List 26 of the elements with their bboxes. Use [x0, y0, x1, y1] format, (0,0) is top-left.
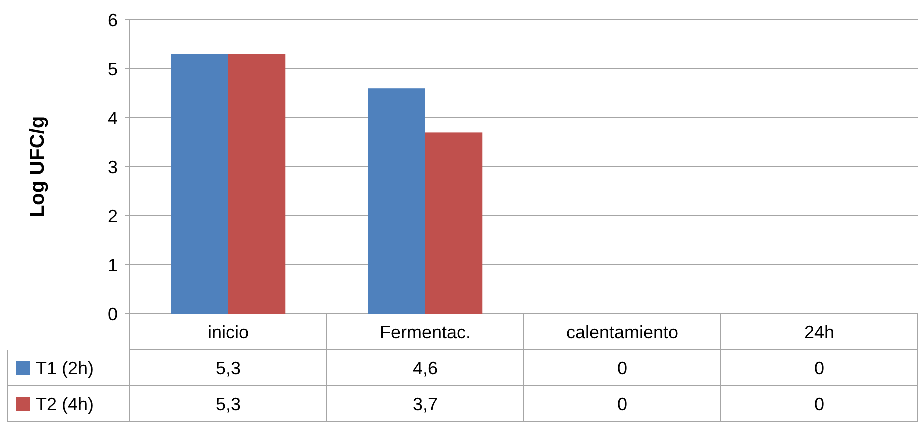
data-label: 5,3 — [216, 358, 242, 378]
legend-label: T2 (4h) — [36, 394, 94, 414]
x-tick-label: calentamiento — [566, 322, 679, 342]
y-tick-label: 2 — [108, 206, 118, 226]
x-tick-label: 24h — [804, 322, 835, 342]
y-tick-label: 3 — [108, 157, 118, 178]
data-label: 0 — [617, 358, 628, 378]
data-label: 4,6 — [412, 358, 438, 378]
data-label: 3,7 — [412, 394, 438, 414]
y-tick-label: 0 — [108, 304, 118, 324]
y-axis-title: Log UFC/g — [27, 116, 49, 218]
x-tick-label: inicio — [208, 322, 250, 342]
data-label: 0 — [814, 394, 825, 414]
data-label: 0 — [617, 394, 628, 414]
data-label: 0 — [814, 358, 825, 378]
legend-label: T1 (2h) — [36, 358, 94, 378]
bar — [368, 88, 426, 314]
data-label: 5,3 — [216, 394, 242, 414]
y-tick-label: 6 — [108, 10, 118, 30]
y-tick-label: 4 — [108, 108, 118, 128]
y-tick-label: 5 — [108, 59, 118, 80]
x-tick-label: Fermentac. — [380, 322, 472, 342]
y-tick-label: 1 — [108, 255, 118, 276]
bar — [228, 54, 286, 314]
bar — [171, 54, 228, 314]
bar — [426, 132, 483, 314]
